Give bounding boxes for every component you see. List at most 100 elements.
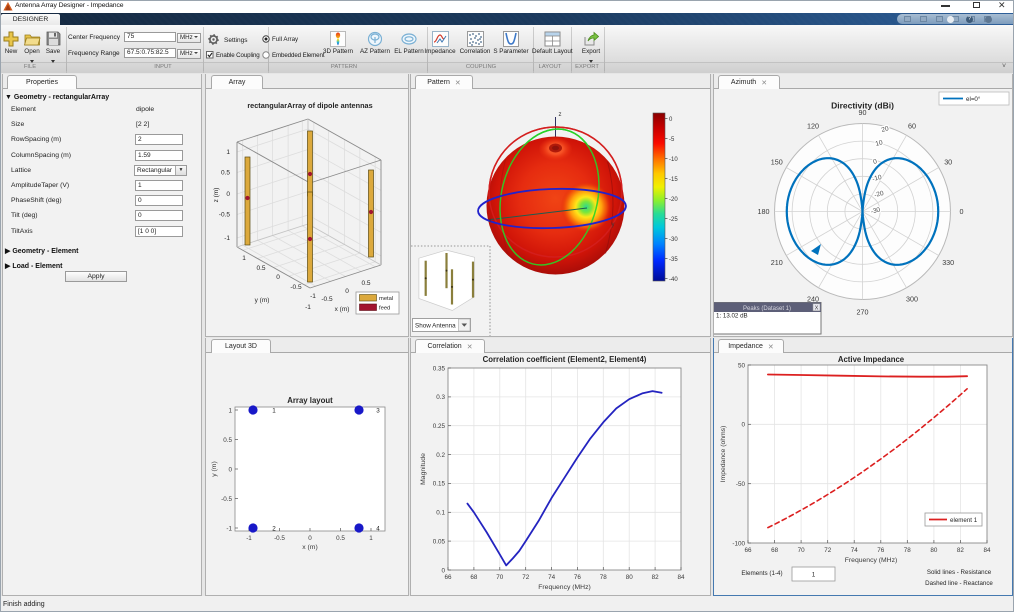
svg-text:78: 78 (600, 574, 608, 581)
svg-text:0: 0 (872, 158, 878, 166)
svg-text:1: 1 (242, 255, 246, 262)
svg-text:0.2: 0.2 (436, 452, 445, 459)
svg-text:-0.5: -0.5 (221, 496, 232, 503)
svg-text:84: 84 (677, 574, 685, 581)
svg-text:0: 0 (669, 117, 673, 123)
svg-text:0: 0 (226, 191, 230, 198)
svg-text:-1: -1 (305, 304, 311, 311)
svg-text:120: 120 (807, 121, 819, 130)
svg-text:3: 3 (376, 408, 380, 415)
svg-text:-10: -10 (872, 174, 883, 183)
svg-text:30: 30 (944, 158, 952, 167)
svg-text:76: 76 (877, 547, 885, 554)
svg-text:-20: -20 (669, 197, 678, 203)
svg-text:0.5: 0.5 (221, 170, 230, 177)
svg-text:Dashed line - Reactance: Dashed line - Reactance (925, 580, 993, 587)
svg-text:60: 60 (908, 121, 916, 130)
svg-text:-5: -5 (669, 137, 675, 143)
svg-text:-100: -100 (732, 540, 745, 547)
svg-text:180: 180 (758, 207, 770, 216)
svg-text:1: 13.02 dB: 1: 13.02 dB (716, 313, 748, 320)
svg-text:70: 70 (798, 547, 806, 554)
svg-text:70: 70 (496, 574, 504, 581)
svg-text:-1: -1 (310, 293, 316, 300)
svg-text:-25: -25 (669, 217, 678, 223)
svg-text:0: 0 (276, 274, 280, 281)
svg-text:0.35: 0.35 (433, 365, 446, 372)
svg-text:Show Antenna: Show Antenna (415, 323, 456, 330)
svg-text:80: 80 (626, 574, 634, 581)
svg-text:Magnitude: Magnitude (420, 453, 427, 485)
svg-text:Correlation coefficient (Eleme: Correlation coefficient (Element2, Eleme… (483, 355, 647, 364)
svg-text:-15: -15 (669, 177, 678, 183)
svg-text:-1: -1 (226, 525, 232, 532)
svg-text:0.5: 0.5 (336, 535, 345, 542)
svg-text:66: 66 (744, 547, 752, 554)
svg-text:10: 10 (875, 139, 884, 148)
svg-text:74: 74 (548, 574, 556, 581)
svg-text:-35: -35 (669, 257, 678, 263)
svg-text:84: 84 (983, 547, 991, 554)
svg-text:0: 0 (228, 466, 232, 473)
svg-text:metal: metal (379, 296, 393, 302)
svg-text:210: 210 (771, 258, 783, 267)
svg-text:1: 1 (369, 535, 373, 542)
svg-text:0: 0 (441, 567, 445, 574)
svg-text:z (m): z (m) (213, 188, 220, 203)
svg-text:300: 300 (906, 294, 918, 303)
svg-text:0: 0 (960, 207, 964, 216)
svg-text:1: 1 (812, 572, 816, 579)
svg-text:72: 72 (824, 547, 832, 554)
svg-text:Impedance (ohms): Impedance (ohms) (720, 426, 727, 483)
svg-text:feed: feed (379, 306, 390, 312)
svg-text:-20: -20 (874, 190, 885, 199)
svg-text:Peaks (Dataset 1): Peaks (Dataset 1) (743, 306, 791, 312)
svg-text:0.1: 0.1 (436, 510, 445, 517)
svg-text:el=0°: el=0° (966, 96, 981, 103)
svg-text:78: 78 (904, 547, 912, 554)
svg-text:4: 4 (376, 526, 380, 533)
svg-text:50: 50 (738, 362, 746, 369)
svg-text:x: x (489, 218, 492, 224)
svg-text:76: 76 (574, 574, 582, 581)
svg-text:0: 0 (308, 535, 312, 542)
svg-text:0.25: 0.25 (433, 423, 446, 430)
svg-text:74: 74 (851, 547, 859, 554)
svg-text:-0.5: -0.5 (274, 535, 285, 542)
svg-text:-40: -40 (669, 277, 678, 283)
svg-text:Frequency (MHz): Frequency (MHz) (845, 557, 898, 564)
svg-text:90: 90 (859, 108, 867, 117)
svg-text:Elements (1-4): Elements (1-4) (741, 570, 782, 577)
svg-text:0.5: 0.5 (223, 437, 232, 444)
svg-text:x (m): x (m) (302, 544, 317, 551)
svg-text:-30: -30 (669, 237, 678, 243)
svg-text:240: 240 (807, 294, 819, 303)
svg-text:0.05: 0.05 (433, 538, 446, 545)
svg-text:20: 20 (881, 125, 890, 134)
svg-text:Frequency (MHz): Frequency (MHz) (538, 584, 591, 591)
svg-text:0.5: 0.5 (256, 265, 265, 272)
svg-text:y (m): y (m) (211, 461, 218, 476)
svg-text:-50: -50 (736, 481, 746, 488)
svg-text:Directivity (dBi): Directivity (dBi) (831, 101, 894, 111)
svg-text:82: 82 (652, 574, 660, 581)
svg-text:68: 68 (771, 547, 779, 554)
svg-text:66: 66 (444, 574, 452, 581)
svg-text:-0.5: -0.5 (290, 284, 302, 291)
svg-text:0.15: 0.15 (433, 481, 446, 488)
svg-text:y (m): y (m) (255, 297, 270, 304)
svg-text:z: z (559, 112, 562, 118)
svg-text:Solid lines - Resistance: Solid lines - Resistance (927, 569, 992, 576)
svg-text:-0.5: -0.5 (219, 212, 231, 219)
svg-text:0: 0 (345, 288, 349, 295)
svg-text:-1: -1 (246, 535, 252, 542)
svg-text:270: 270 (857, 308, 869, 317)
svg-text:1: 1 (228, 407, 232, 414)
svg-text:0.5: 0.5 (361, 280, 370, 287)
svg-text:Array layout: Array layout (287, 396, 333, 405)
svg-text:1: 1 (226, 149, 230, 156)
svg-text:-10: -10 (669, 157, 678, 163)
svg-text:-1: -1 (224, 235, 230, 242)
svg-text:y: y (612, 222, 615, 228)
svg-text:Active Impedance: Active Impedance (838, 355, 905, 364)
